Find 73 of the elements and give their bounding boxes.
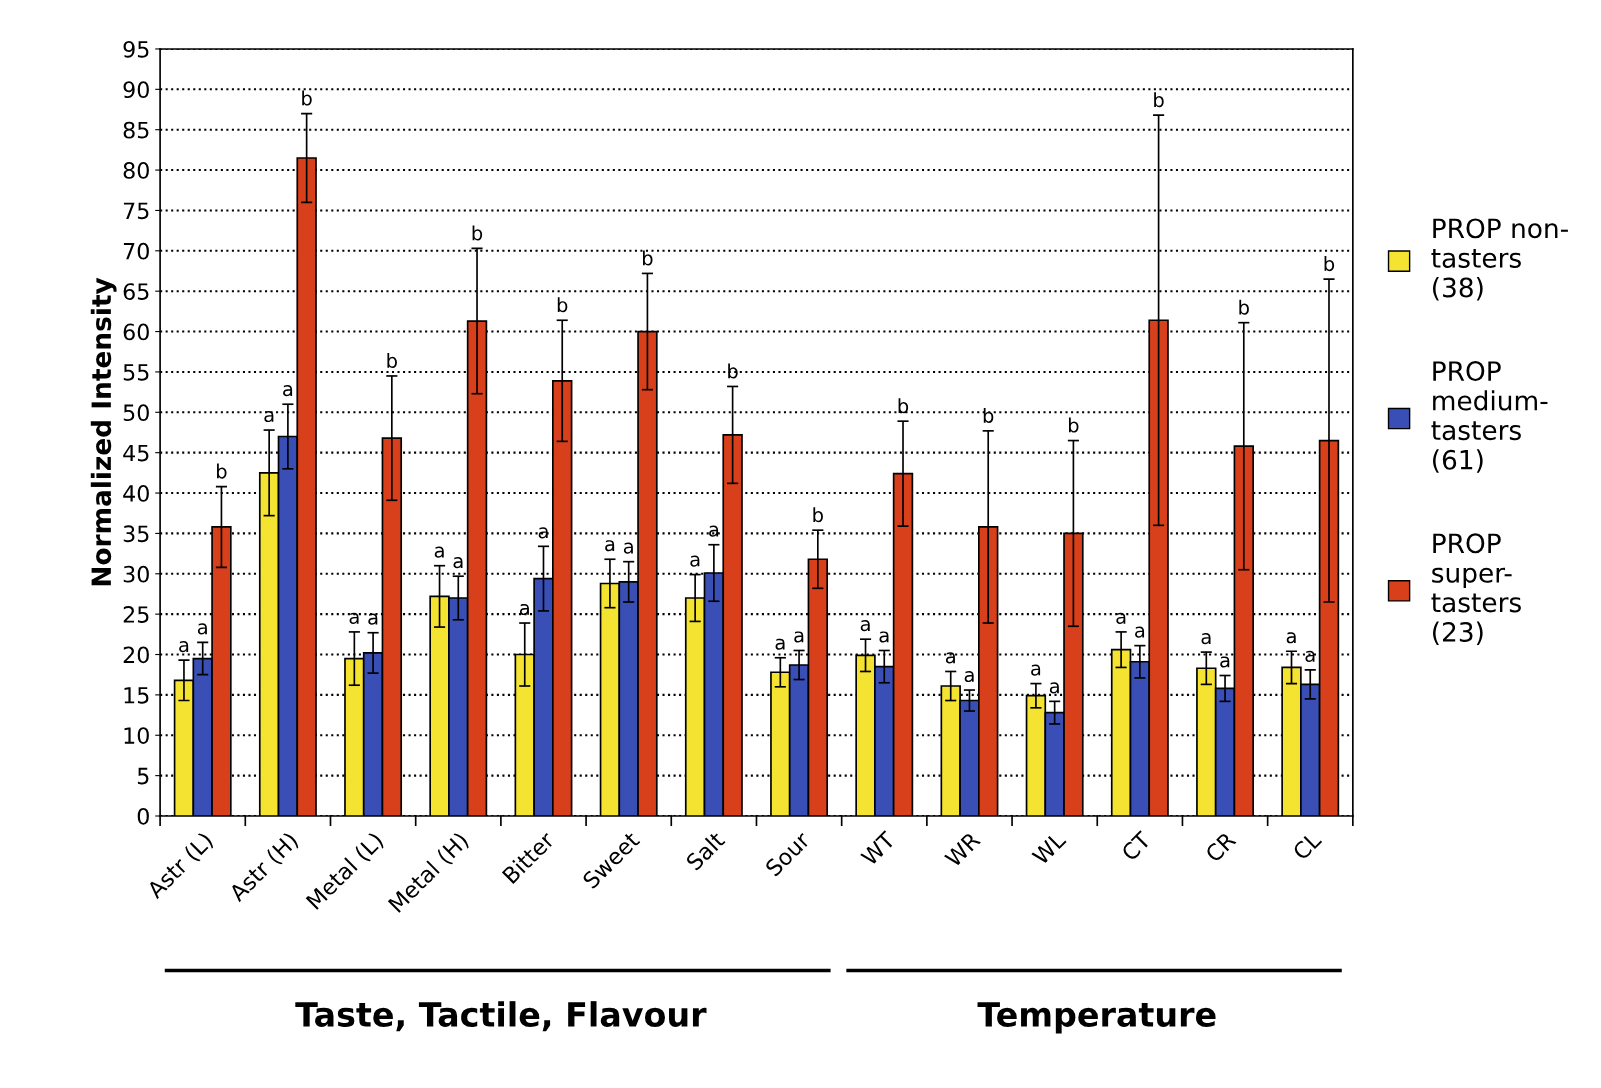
y-tick-label: 40 [123, 484, 149, 502]
annotation: a [1220, 656, 1230, 668]
annotation: a [283, 385, 293, 397]
legend-label: PROP medium- tasters (61) [1431, 361, 1548, 473]
x-tick-label: WL [1031, 830, 1067, 866]
x-tick-label: WR [944, 830, 981, 868]
x-tick-label: WT [860, 830, 897, 867]
y-tick-label: 30 [123, 565, 149, 583]
annotation: a [709, 525, 719, 537]
annotation: a [1286, 632, 1296, 644]
annotation: a [1049, 682, 1059, 694]
annotation: a [1135, 626, 1145, 638]
y-tick-label: 95 [123, 40, 149, 58]
annotation: a [349, 612, 359, 624]
y-tick-label: 85 [123, 121, 149, 139]
annotation: a [197, 623, 207, 635]
annotation: b [217, 463, 227, 479]
annotation: b [898, 398, 909, 414]
annotation: a [1201, 633, 1211, 645]
annotation: a [623, 542, 633, 554]
x-tick-label: Salt [684, 830, 726, 872]
y-tick-label: 90 [123, 81, 149, 99]
annotation: a [1305, 650, 1315, 662]
annotation: a [879, 631, 889, 643]
annotation: a [964, 670, 974, 683]
annotation: a [775, 638, 785, 650]
text: Temperature [977, 1002, 1216, 1034]
x-tick-label: CR [1204, 830, 1237, 864]
y-tick-label: 75 [123, 202, 149, 220]
y-tick-label: 20 [123, 646, 149, 664]
annotation: a [605, 540, 615, 552]
annotation: a [1116, 612, 1126, 624]
annotation: b [643, 250, 653, 266]
y-tick-label: 45 [123, 444, 149, 462]
annotation: a [945, 652, 955, 664]
y-tick-label: 60 [123, 323, 149, 341]
annotation: b [387, 352, 397, 369]
y-axis-title: Normalized Intensity [90, 277, 117, 586]
annotation: b [302, 90, 312, 106]
annotation: b [1239, 299, 1249, 315]
annotation: b [1324, 256, 1335, 272]
y-tick-label: 55 [123, 364, 149, 381]
annotation: a [1031, 664, 1041, 676]
legend-label: PROP super- tasters (23) [1431, 533, 1521, 646]
y-tick-label: 25 [123, 606, 149, 623]
y-tick-label: 70 [123, 242, 149, 260]
annotation: a [794, 631, 804, 643]
annotation: a [538, 527, 548, 539]
y-tick-label: 80 [123, 162, 149, 179]
annotation: b [472, 225, 483, 241]
x-tick-label: CL [1291, 830, 1323, 861]
annotation: b [983, 407, 994, 423]
legend-label: PROP non- tasters (38) [1431, 218, 1568, 301]
y-tick-label: 0 [137, 807, 149, 825]
annotation: a [434, 546, 444, 558]
annotation: a [690, 555, 700, 567]
annotation: b [557, 297, 568, 313]
text: Taste, Tactile, Flavour [295, 1001, 707, 1032]
y-tick-label: 10 [124, 727, 149, 745]
y-tick-label: 5 [137, 767, 149, 785]
annotation: b [1068, 417, 1079, 433]
y-tick-label: 15 [124, 687, 149, 704]
annotation: b [728, 363, 738, 379]
annotation: a [860, 620, 870, 632]
y-tick-label: 35 [123, 525, 149, 543]
annotation: b [1154, 92, 1164, 108]
x-tick-label: CT [1120, 830, 1153, 862]
annotation: a [368, 613, 378, 625]
y-tick-label: 65 [123, 283, 149, 300]
annotation: a [453, 557, 463, 569]
y-tick-label: 50 [123, 404, 149, 422]
annotation: a [179, 641, 189, 653]
annotation: b [813, 507, 823, 523]
